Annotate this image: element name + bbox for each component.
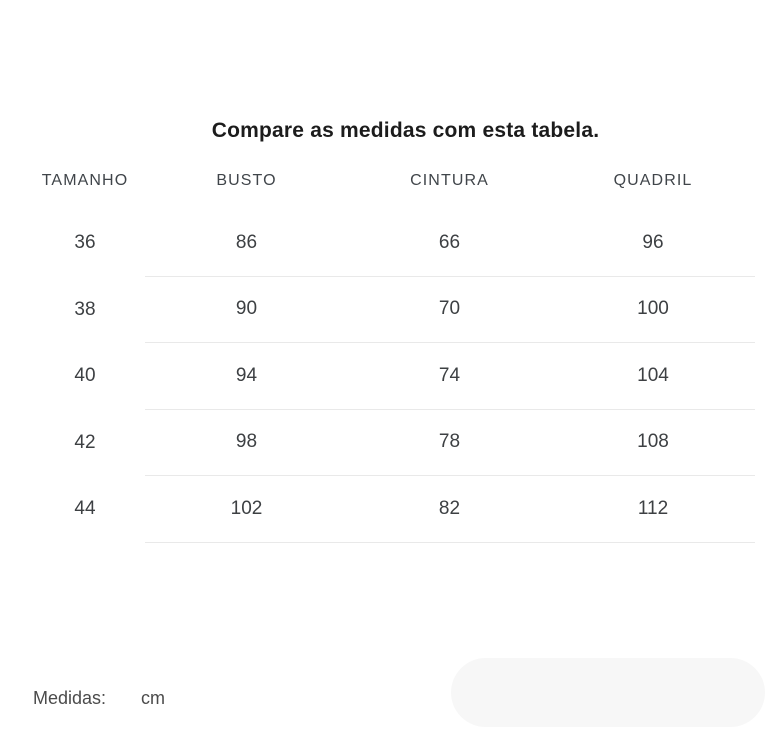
measure-unit-note: Medidas: cm bbox=[33, 687, 165, 709]
measure-unit-value: cm bbox=[141, 688, 166, 708]
column-header-tamanho: TAMANHO bbox=[41, 172, 129, 189]
size-table-header-row: TAMANHO BUSTO CINTURA QUADRIL bbox=[25, 152, 755, 210]
cell-busto: 98 bbox=[145, 410, 348, 476]
table-row: 40 94 74 104 bbox=[25, 343, 755, 410]
cell-cintura: 70 bbox=[348, 277, 551, 343]
placeholder-pill bbox=[451, 658, 765, 727]
cell-quadril: 104 bbox=[551, 343, 755, 410]
cell-quadril: 112 bbox=[551, 476, 755, 543]
cell-tamanho: 42 bbox=[74, 431, 96, 453]
table-row: 36 86 66 96 bbox=[25, 210, 755, 277]
cell-tamanho: 36 bbox=[74, 232, 96, 254]
table-row: 38 90 70 100 bbox=[25, 277, 755, 343]
cell-busto: 90 bbox=[145, 277, 348, 343]
column-header-busto: BUSTO bbox=[216, 172, 277, 189]
cell-quadril: 100 bbox=[551, 277, 755, 343]
size-table: TAMANHO BUSTO CINTURA QUADRIL 36 86 66 9… bbox=[25, 152, 755, 543]
cell-tamanho: 40 bbox=[74, 365, 96, 387]
cell-busto: 102 bbox=[145, 476, 348, 543]
table-row: 42 98 78 108 bbox=[25, 410, 755, 476]
column-header-quadril: QUADRIL bbox=[613, 172, 693, 189]
size-guide-title: Compare as medidas com esta tabela. bbox=[211, 119, 600, 142]
column-header-cintura: CINTURA bbox=[410, 172, 489, 189]
cell-cintura: 66 bbox=[348, 210, 551, 277]
measure-label: Medidas: bbox=[33, 688, 107, 708]
cell-cintura: 78 bbox=[348, 410, 551, 476]
cell-tamanho: 44 bbox=[74, 498, 96, 520]
table-row: 44 102 82 112 bbox=[25, 476, 755, 543]
cell-tamanho: 38 bbox=[74, 298, 96, 320]
cell-cintura: 82 bbox=[348, 476, 551, 543]
cell-cintura: 74 bbox=[348, 343, 551, 410]
cell-busto: 86 bbox=[145, 210, 348, 277]
cell-quadril: 96 bbox=[551, 210, 755, 277]
cell-quadril: 108 bbox=[551, 410, 755, 476]
cell-busto: 94 bbox=[145, 343, 348, 410]
